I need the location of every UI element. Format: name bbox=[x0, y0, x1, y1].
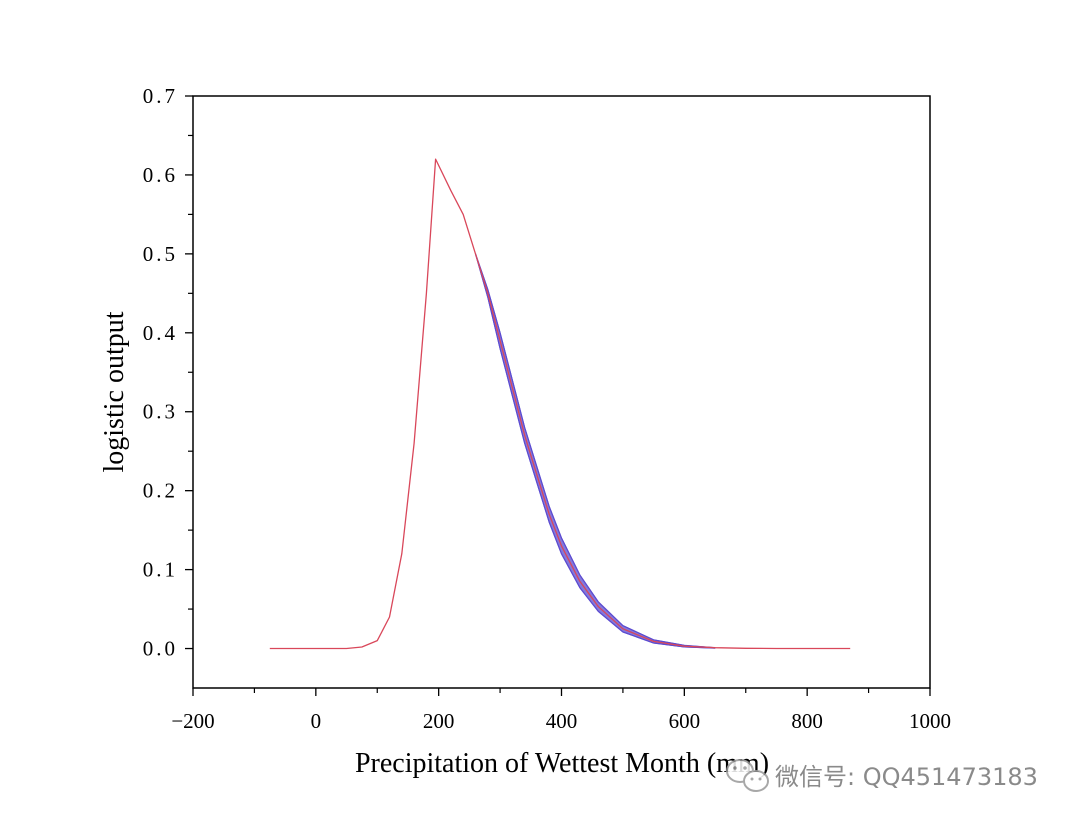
y-tick-label: 0.6 bbox=[143, 163, 178, 187]
x-axis-ticks: −200 0 200 400 600 800 1000 bbox=[171, 688, 951, 733]
x-tick-label: 600 bbox=[669, 709, 701, 733]
watermark-text: 微信号: QQ451473183 bbox=[775, 763, 1038, 791]
y-axis-title: logistic output bbox=[99, 311, 130, 472]
x-tick-label: −200 bbox=[171, 709, 214, 733]
confidence-band bbox=[474, 253, 716, 649]
y-tick-label: 0.1 bbox=[143, 558, 178, 582]
y-axis-ticks: 0.0 0.1 0.2 0.3 0.4 0.5 0.6 0.7 bbox=[143, 84, 193, 661]
y-tick-label: 0.7 bbox=[143, 84, 178, 108]
y-tick-label: 0.3 bbox=[143, 400, 178, 424]
x-tick-label: 0 bbox=[311, 709, 322, 733]
x-tick-label: 200 bbox=[423, 709, 455, 733]
mean-line-path bbox=[269, 158, 851, 650]
x-axis-title: Precipitation of Wettest Month (mm) bbox=[355, 748, 769, 779]
plot-frame bbox=[192, 95, 931, 689]
y-tick-label: 0.5 bbox=[143, 242, 178, 266]
plot-border bbox=[192, 95, 931, 689]
band-area bbox=[475, 253, 716, 649]
x-tick-label: 800 bbox=[791, 709, 823, 733]
y-tick-label: 0.4 bbox=[143, 321, 178, 345]
y-tick-label: 0.0 bbox=[143, 637, 178, 661]
band-upper-line bbox=[474, 253, 716, 649]
x-tick-label: 1000 bbox=[909, 709, 951, 733]
y-tick-label: 0.2 bbox=[143, 479, 178, 503]
mean-response-line bbox=[269, 158, 851, 650]
watermark: 微信号: QQ451473183 bbox=[726, 759, 1038, 792]
x-tick-label: 400 bbox=[546, 709, 578, 733]
band-lower-line bbox=[474, 253, 716, 649]
wechat-icon bbox=[726, 759, 769, 792]
